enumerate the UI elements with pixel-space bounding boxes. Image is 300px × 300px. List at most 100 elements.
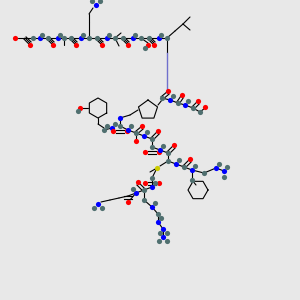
- Point: [154, 166, 159, 170]
- Point: [142, 181, 147, 185]
- Point: [76, 109, 80, 113]
- Point: [160, 144, 165, 148]
- Point: [38, 36, 42, 40]
- Point: [193, 164, 197, 168]
- Point: [142, 46, 147, 50]
- Point: [182, 165, 186, 170]
- Point: [160, 226, 165, 231]
- Point: [58, 33, 62, 38]
- Point: [222, 175, 226, 179]
- Point: [105, 36, 110, 40]
- Point: [176, 100, 180, 105]
- Point: [133, 33, 137, 38]
- Point: [150, 205, 154, 209]
- Point: [152, 43, 156, 47]
- Point: [158, 231, 162, 236]
- Point: [157, 238, 161, 243]
- Point: [134, 139, 138, 143]
- Point: [202, 171, 206, 176]
- Point: [190, 106, 195, 110]
- Point: [158, 148, 162, 152]
- Point: [136, 180, 140, 184]
- Point: [150, 145, 154, 149]
- Point: [166, 151, 170, 155]
- Point: [153, 201, 158, 206]
- Point: [130, 36, 135, 40]
- Point: [100, 43, 104, 47]
- Point: [105, 124, 110, 128]
- Point: [172, 142, 176, 147]
- Point: [134, 130, 138, 135]
- Point: [168, 98, 172, 102]
- Point: [112, 36, 117, 40]
- Point: [90, 0, 94, 3]
- Point: [46, 36, 50, 40]
- Point: [142, 150, 147, 154]
- Point: [142, 188, 146, 192]
- Point: [174, 162, 178, 167]
- Point: [118, 116, 122, 120]
- Point: [190, 168, 194, 172]
- Point: [126, 200, 130, 204]
- Point: [157, 36, 161, 40]
- Point: [153, 181, 158, 185]
- Point: [111, 129, 116, 134]
- Point: [180, 93, 184, 98]
- Point: [87, 36, 92, 40]
- Point: [40, 33, 44, 38]
- Point: [188, 157, 192, 161]
- Point: [98, 0, 102, 3]
- Point: [183, 103, 188, 107]
- Point: [157, 150, 161, 154]
- Point: [171, 94, 176, 98]
- Point: [186, 99, 190, 103]
- Point: [140, 124, 144, 128]
- Point: [165, 36, 170, 40]
- Point: [156, 220, 161, 224]
- Point: [225, 165, 230, 170]
- Point: [106, 33, 111, 38]
- Point: [94, 36, 99, 40]
- Point: [217, 162, 221, 167]
- Point: [79, 36, 83, 40]
- Point: [159, 33, 164, 38]
- Point: [142, 134, 146, 138]
- Point: [142, 198, 146, 203]
- Point: [159, 216, 164, 220]
- Point: [146, 43, 150, 47]
- Point: [145, 130, 149, 134]
- Point: [134, 190, 138, 195]
- Point: [81, 33, 85, 38]
- Point: [160, 96, 164, 100]
- Point: [165, 231, 170, 236]
- Point: [198, 110, 203, 114]
- Point: [74, 43, 78, 47]
- Point: [96, 202, 100, 206]
- Point: [160, 235, 165, 239]
- Point: [51, 43, 56, 47]
- Point: [129, 124, 134, 128]
- Point: [156, 212, 161, 216]
- Point: [222, 169, 226, 173]
- Point: [156, 129, 161, 134]
- Point: [196, 99, 200, 103]
- Point: [69, 36, 74, 40]
- Point: [112, 122, 117, 126]
- Point: [165, 238, 170, 243]
- Point: [147, 36, 152, 40]
- Point: [166, 88, 170, 93]
- Point: [100, 206, 104, 210]
- Point: [177, 158, 182, 162]
- Point: [94, 3, 98, 8]
- Point: [61, 36, 66, 40]
- Point: [56, 36, 60, 40]
- Point: [110, 126, 114, 130]
- Point: [102, 128, 106, 132]
- Point: [126, 128, 130, 132]
- Point: [121, 36, 125, 40]
- Point: [139, 36, 143, 40]
- Point: [150, 176, 154, 180]
- Point: [28, 43, 32, 47]
- Point: [92, 206, 96, 210]
- Point: [166, 159, 170, 164]
